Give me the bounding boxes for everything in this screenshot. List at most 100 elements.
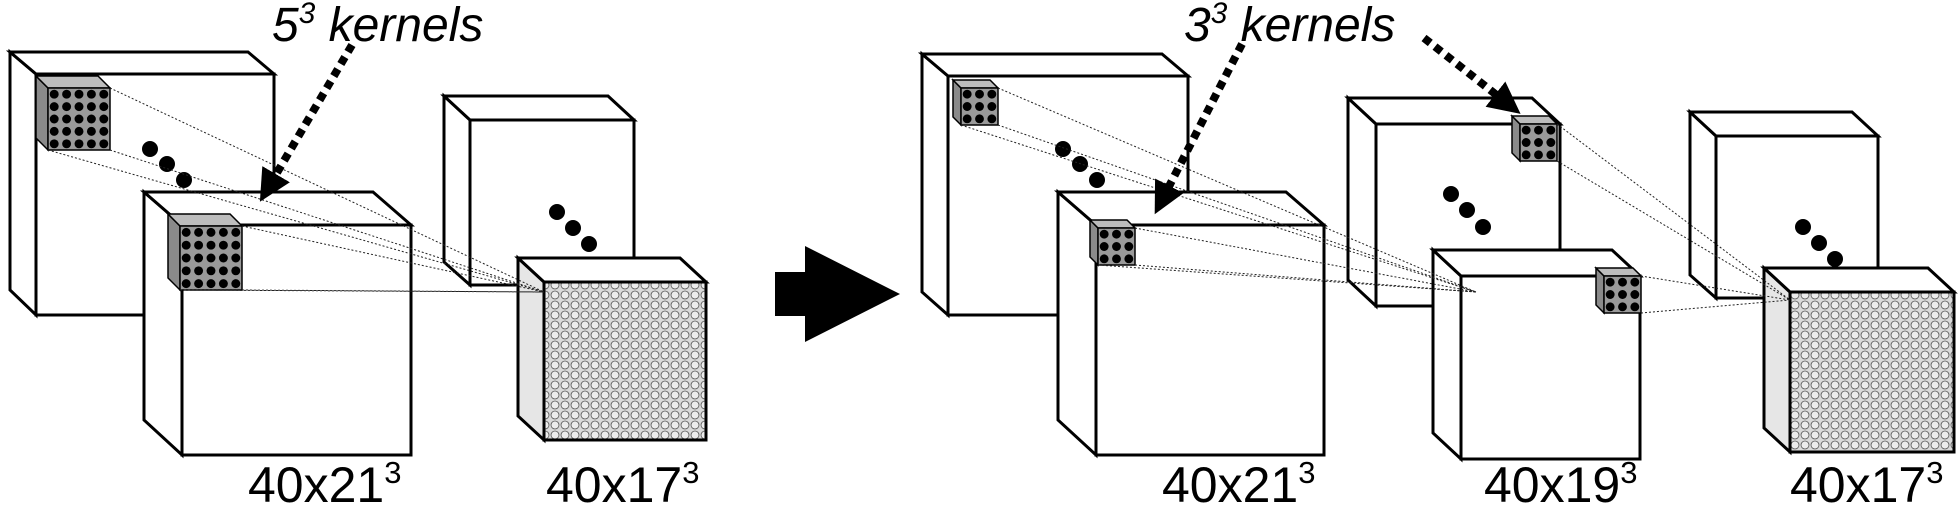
kernel-cell [1618, 277, 1627, 287]
kernel-cell [1112, 254, 1121, 264]
kernel-cell [62, 114, 72, 124]
transition-arrow [775, 246, 900, 342]
kernel-cell [62, 102, 72, 112]
kernel-cell [218, 240, 228, 250]
kernel-cell [74, 102, 84, 112]
kernel-cell [181, 240, 191, 250]
kernel-cell [1605, 277, 1615, 287]
right-kernel-label: 33 kernels [1184, 0, 1396, 52]
kernel-cell [987, 114, 997, 124]
kernel-cell [1546, 138, 1556, 147]
left-size-label-input: 40x213 [248, 457, 401, 513]
right-size-output-base: 40x17 [1790, 457, 1927, 513]
kernel-cell [1521, 150, 1531, 160]
left-kernel-back [34, 74, 112, 152]
kernel-cell [194, 266, 204, 276]
kernel-cell [1630, 290, 1640, 299]
right-kernel-arrow-right [1421, 34, 1521, 114]
kernel-cell [1618, 290, 1627, 299]
kernel-cell [62, 89, 72, 99]
kernel-cell [99, 89, 109, 99]
right-kernel-input-back [951, 78, 1000, 127]
left-size-input-base: 40x21 [248, 457, 385, 513]
kernel-cell [1605, 302, 1615, 312]
right-network [917, 34, 1958, 463]
kernel-cell [99, 102, 109, 112]
kernel-cell [975, 114, 984, 124]
right-kernel-input-front [1088, 218, 1137, 267]
left-output-dots [549, 204, 597, 252]
right-size-mid-base: 40x19 [1484, 457, 1621, 513]
kernel-cell [987, 102, 997, 111]
left-kernel-front [166, 212, 244, 292]
right-kernel-arrow-left [1154, 42, 1246, 215]
kernel-cell [86, 114, 96, 124]
kernel-cell [1124, 254, 1134, 264]
kernel-cell [231, 253, 241, 263]
right-output-dots [1795, 219, 1843, 267]
kernel-cell [231, 240, 241, 250]
kernel-cell [1534, 125, 1543, 135]
right-input-cube-front [1053, 188, 1329, 459]
kernel-cell [231, 266, 241, 276]
kernel-cell [1534, 138, 1543, 147]
kernel-cell [49, 102, 59, 112]
kernel-cell [1112, 242, 1121, 251]
kernel-cell [194, 240, 204, 250]
kernel-cell [86, 126, 96, 136]
kernel-cell [1124, 229, 1134, 239]
kernel-cell [194, 227, 204, 237]
kernel-cell [99, 139, 109, 149]
kernel-cell [74, 114, 84, 124]
kernel-cell [975, 89, 984, 99]
kernel-cell [86, 102, 96, 112]
kernel-cell [1099, 229, 1109, 239]
left-size-output-exp: 3 [682, 454, 700, 490]
right-size-output-exp: 3 [1926, 454, 1944, 490]
kernel-cell [49, 126, 59, 136]
right-projection-lines [960, 87, 1791, 314]
kernel-cell [1521, 125, 1531, 135]
right-kernel-exponent: 3 [1210, 0, 1228, 30]
right-size-input-exp: 3 [1298, 454, 1316, 490]
kernel-cell [206, 279, 216, 289]
kernel-cell [74, 126, 84, 136]
kernel-cell [1112, 229, 1121, 239]
kernel-cell [1630, 277, 1640, 287]
kernel-cell [194, 279, 204, 289]
right-kernel-size: 3 [1184, 0, 1211, 52]
kernel-cell [74, 89, 84, 99]
kernel-cell [206, 253, 216, 263]
kernel-cell [49, 114, 59, 124]
kernel-cell [218, 279, 228, 289]
kernel-cell [194, 253, 204, 263]
left-kernel-label: 53 kernels [272, 0, 484, 52]
left-size-output-base: 40x17 [546, 457, 683, 513]
right-kernel-mid-back [1510, 114, 1559, 163]
right-kernel-mid-front [1594, 266, 1643, 315]
kernel-cell [975, 102, 984, 111]
kernel-cell [62, 126, 72, 136]
kernel-cell [99, 114, 109, 124]
right-size-mid-exp: 3 [1620, 454, 1638, 490]
left-network [5, 42, 710, 459]
right-size-label-output: 40x173 [1790, 457, 1943, 513]
left-kernel-size: 5 [272, 0, 299, 52]
right-size-label-mid: 40x193 [1484, 457, 1637, 513]
right-size-input-base: 40x21 [1162, 457, 1299, 513]
kernel-cell [206, 240, 216, 250]
right-kernel-text: kernels [1240, 0, 1396, 52]
left-kernel-arrow [259, 42, 356, 202]
kernel-cell [74, 139, 84, 149]
kernel-cell [1124, 242, 1134, 251]
kernel-cell [206, 227, 216, 237]
left-size-input-exp: 3 [384, 454, 402, 490]
left-size-label-output: 40x173 [546, 457, 699, 513]
left-kernel-text: kernels [328, 0, 484, 52]
kernel-cell [62, 139, 72, 149]
kernel-cell [181, 266, 191, 276]
kernel-cell [1534, 150, 1543, 160]
kernel-cell [231, 279, 241, 289]
kernel-cell [218, 266, 228, 276]
right-size-label-input: 40x213 [1162, 457, 1315, 513]
